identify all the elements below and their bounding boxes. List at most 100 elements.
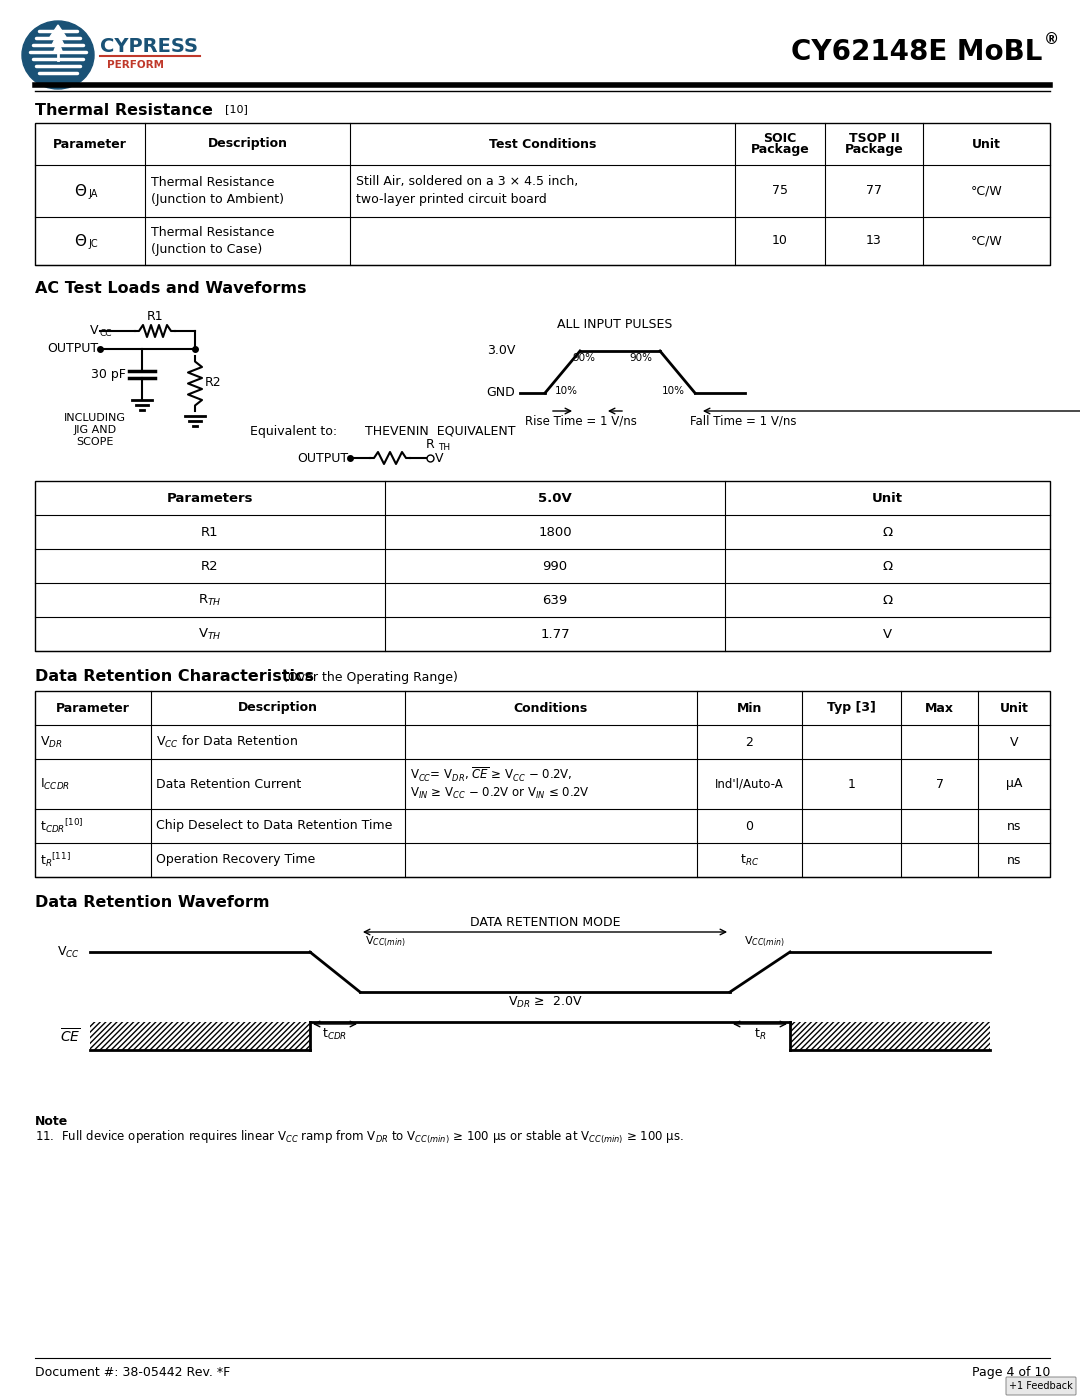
Text: $\overline{CE}$: $\overline{CE}$	[59, 1027, 80, 1045]
Text: t$_{CDR}$$^{[10]}$: t$_{CDR}$$^{[10]}$	[40, 817, 83, 835]
Text: Data Retention Characteristics: Data Retention Characteristics	[35, 669, 314, 685]
Text: Conditions: Conditions	[514, 701, 588, 714]
Text: Data Retention Waveform: Data Retention Waveform	[35, 895, 270, 909]
Text: 30 pF: 30 pF	[91, 367, 126, 381]
Polygon shape	[50, 25, 66, 36]
Text: R2: R2	[205, 377, 221, 390]
Text: 5.0V: 5.0V	[538, 492, 572, 504]
Text: R1: R1	[147, 310, 163, 324]
Text: ALL INPUT PULSES: ALL INPUT PULSES	[557, 319, 673, 331]
Text: ®: ®	[1044, 32, 1059, 47]
Text: 7: 7	[935, 778, 944, 791]
Text: TSOP II: TSOP II	[849, 131, 900, 145]
Text: 90%: 90%	[572, 353, 595, 363]
Text: 0: 0	[745, 820, 754, 833]
Bar	[35, 123, 1050, 265]
Text: CC: CC	[100, 330, 112, 338]
Text: Ind'l/Auto-A: Ind'l/Auto-A	[715, 778, 784, 791]
Text: Ω: Ω	[882, 594, 892, 606]
Text: 10%: 10%	[662, 386, 685, 395]
Text: [10]: [10]	[225, 103, 248, 115]
Text: SCOPE: SCOPE	[77, 437, 113, 447]
Text: Parameter: Parameter	[53, 137, 127, 151]
Bar	[35, 481, 1050, 651]
Text: Fall Time = 1 V/ns: Fall Time = 1 V/ns	[690, 415, 797, 427]
Text: V$_{TH}$: V$_{TH}$	[199, 626, 221, 641]
Bar	[90, 1023, 310, 1051]
Text: °C/W: °C/W	[971, 184, 1002, 197]
Text: 90%: 90%	[629, 353, 652, 363]
Text: 3.0V: 3.0V	[487, 345, 515, 358]
Text: Document #: 38-05442 Rev. *F: Document #: 38-05442 Rev. *F	[35, 1366, 230, 1379]
Text: t$_R$: t$_R$	[754, 1027, 766, 1042]
Text: R1: R1	[201, 525, 219, 538]
Text: Parameters: Parameters	[166, 492, 253, 504]
Text: Still Air, soldered on a 3 × 4.5 inch,: Still Air, soldered on a 3 × 4.5 inch,	[356, 176, 578, 189]
Text: t$_R$$^{[11]}$: t$_R$$^{[11]}$	[40, 851, 71, 869]
Text: JIG AND: JIG AND	[73, 425, 117, 434]
Text: 1: 1	[848, 778, 855, 791]
Text: R$_{TH}$: R$_{TH}$	[198, 592, 221, 608]
Text: Θ: Θ	[75, 183, 86, 198]
Text: Max: Max	[926, 701, 954, 714]
Text: TH: TH	[438, 443, 450, 451]
Text: V$_{CC}$: V$_{CC}$	[57, 944, 80, 960]
Text: JA: JA	[87, 189, 97, 198]
Text: Typ [3]: Typ [3]	[827, 701, 876, 714]
Text: I$_{CCDR}$: I$_{CCDR}$	[40, 777, 70, 792]
Text: INCLUDING: INCLUDING	[64, 414, 126, 423]
Text: V$_{CC}$ for Data Retention: V$_{CC}$ for Data Retention	[156, 733, 298, 750]
Text: Package: Package	[751, 142, 809, 156]
Text: Description: Description	[238, 701, 318, 714]
Text: Ω: Ω	[882, 525, 892, 538]
Text: (Junction to Case): (Junction to Case)	[151, 243, 262, 257]
Ellipse shape	[22, 21, 94, 89]
Text: Note: Note	[35, 1115, 68, 1127]
Text: V$_{IN}$ ≥ V$_{CC}$ − 0.2V or V$_{IN}$ ≤ 0.2V: V$_{IN}$ ≥ V$_{CC}$ − 0.2V or V$_{IN}$ ≤…	[409, 785, 590, 800]
Text: ns: ns	[1007, 854, 1022, 866]
Text: Operation Recovery Time: Operation Recovery Time	[156, 854, 315, 866]
Text: Unit: Unit	[1000, 701, 1028, 714]
Text: THEVENIN  EQUIVALENT: THEVENIN EQUIVALENT	[365, 425, 515, 437]
Bar	[789, 1023, 990, 1051]
Text: 1.77: 1.77	[540, 627, 570, 640]
Text: Test Conditions: Test Conditions	[489, 137, 596, 151]
Text: R: R	[426, 437, 434, 450]
Text: +1 Feedback: +1 Feedback	[1009, 1382, 1072, 1391]
Text: 75: 75	[772, 184, 788, 197]
Text: 639: 639	[542, 594, 568, 606]
Text: (Over the Operating Range): (Over the Operating Range)	[283, 671, 458, 685]
Text: Data Retention Current: Data Retention Current	[156, 778, 301, 791]
Text: OUTPUT: OUTPUT	[297, 451, 348, 464]
Text: 13: 13	[866, 235, 882, 247]
Text: 990: 990	[542, 560, 568, 573]
Text: 10: 10	[772, 235, 788, 247]
Text: V: V	[1010, 735, 1018, 749]
Text: R2: R2	[201, 560, 219, 573]
Text: two-layer printed circuit board: two-layer printed circuit board	[356, 194, 546, 207]
Text: V: V	[435, 451, 444, 464]
Text: Unit: Unit	[972, 137, 1001, 151]
Text: Thermal Resistance: Thermal Resistance	[151, 176, 274, 189]
Text: V: V	[90, 324, 98, 338]
Text: AC Test Loads and Waveforms: AC Test Loads and Waveforms	[35, 281, 307, 296]
Text: Θ: Θ	[75, 233, 86, 249]
Text: 77: 77	[866, 184, 882, 197]
Text: t$_{RC}$: t$_{RC}$	[740, 852, 759, 868]
Text: CY62148E MoBL: CY62148E MoBL	[791, 38, 1042, 66]
Text: Chip Deselect to Data Retention Time: Chip Deselect to Data Retention Time	[156, 820, 392, 833]
Text: 2: 2	[745, 735, 753, 749]
Text: 11.  Full device operation requires linear V$_{CC}$ ramp from V$_{DR}$ to V$_{CC: 11. Full device operation requires linea…	[35, 1129, 684, 1146]
Text: (Junction to Ambient): (Junction to Ambient)	[151, 194, 284, 207]
Text: Min: Min	[737, 701, 762, 714]
Text: Ω: Ω	[882, 560, 892, 573]
Text: V$_{CC}$= V$_{DR}$, $\overline{CE}$ ≥ V$_{CC}$ − 0.2V,: V$_{CC}$= V$_{DR}$, $\overline{CE}$ ≥ V$…	[409, 766, 572, 784]
Text: Thermal Resistance: Thermal Resistance	[35, 103, 213, 117]
Text: 1800: 1800	[538, 525, 571, 538]
Bar	[35, 692, 1050, 877]
Text: t$_{CDR}$: t$_{CDR}$	[323, 1027, 348, 1042]
Text: °C/W: °C/W	[971, 235, 1002, 247]
Text: 10%: 10%	[555, 386, 578, 395]
Text: V$_{DR}$ ≥  2.0V: V$_{DR}$ ≥ 2.0V	[508, 995, 582, 1010]
Text: V$_{DR}$: V$_{DR}$	[40, 735, 63, 750]
